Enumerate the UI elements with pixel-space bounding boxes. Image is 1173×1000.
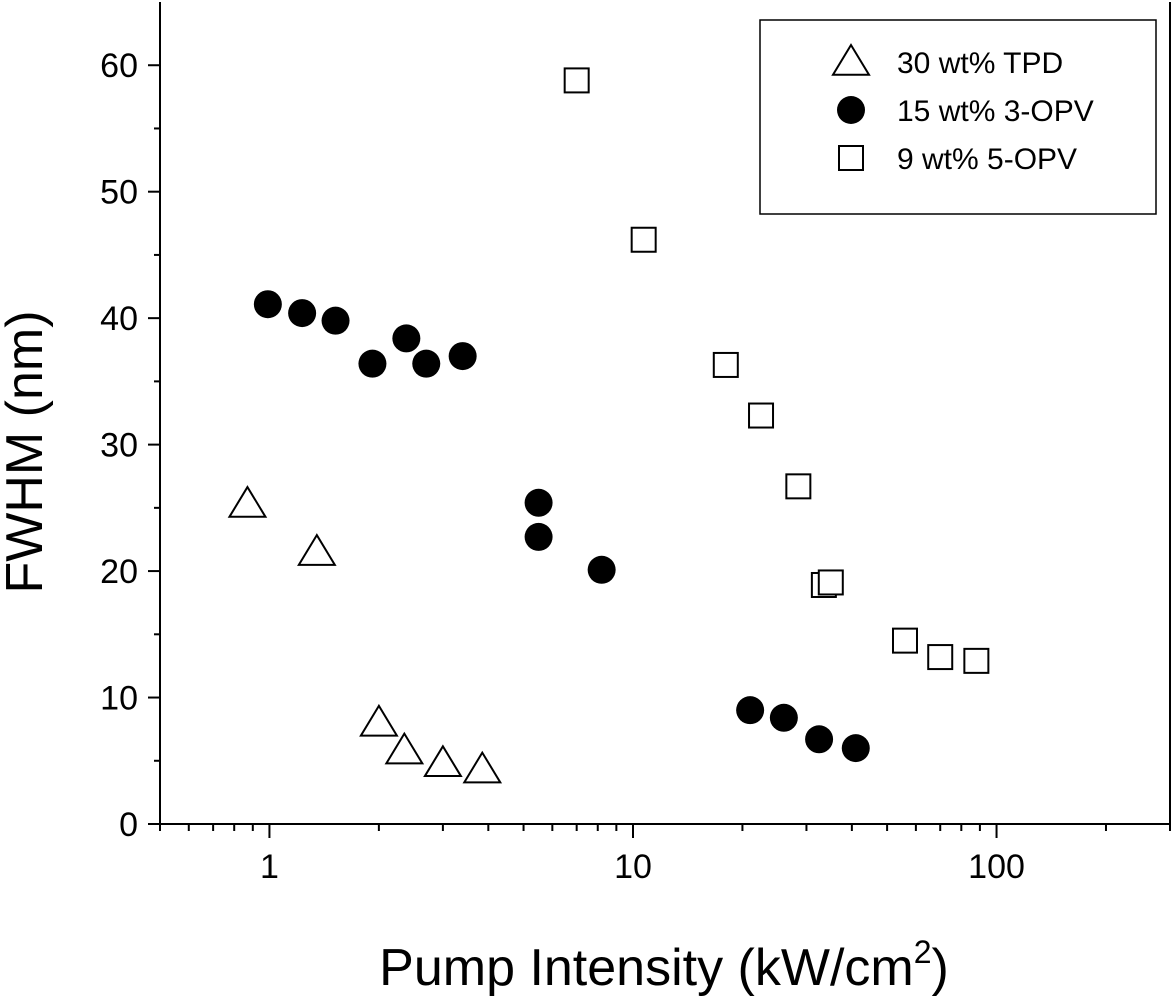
data-point [227, 485, 268, 518]
legend-entry-label: 15 wt% 3-OPV [897, 95, 1094, 128]
data-point [253, 290, 282, 319]
data-point [785, 473, 812, 500]
y-tick-label: 0 [119, 806, 138, 844]
x-tick-label: 10 [614, 848, 652, 886]
data-point [448, 342, 477, 371]
data-point [563, 67, 590, 94]
data-point [927, 644, 954, 671]
data-point [805, 725, 834, 754]
y-tick-label: 20 [100, 553, 138, 591]
x-axis-title-end: ) [932, 939, 949, 997]
y-tick-label: 40 [100, 300, 138, 338]
x-tick-label: 1 [260, 848, 279, 886]
data-point [384, 731, 425, 765]
series-3 [563, 67, 990, 674]
legend-entry-label: 9 wt% 5-OPV [897, 143, 1077, 176]
data-point [891, 627, 918, 654]
data-point [297, 533, 337, 566]
data-point [524, 522, 553, 551]
data-point [769, 703, 798, 732]
data-point [462, 750, 503, 784]
x-tick-label: 100 [968, 848, 1025, 886]
data-point [748, 402, 775, 429]
y-axis-title: FWHM (nm) [0, 310, 54, 593]
legend-entry-label: 30 wt% TPD [897, 47, 1063, 80]
data-point [963, 647, 990, 674]
data-point [736, 696, 765, 725]
y-axis-ticks: 0 10 20 30 40 50 60 [100, 47, 160, 844]
data-point [392, 324, 421, 353]
legend: 30 wt% TPD 15 wt% 3-OPV 9 wt% 5-OPV [759, 19, 1157, 215]
data-point [412, 349, 441, 378]
legend-marker [838, 145, 864, 171]
y-tick-label: 50 [100, 174, 138, 212]
y-tick-label: 30 [100, 427, 138, 465]
data-point [841, 734, 870, 763]
legend-box [759, 19, 1157, 215]
data-point [524, 488, 553, 517]
data-point [587, 555, 616, 584]
series-2 [253, 290, 870, 763]
data-point [359, 703, 399, 737]
y-tick-label: 10 [100, 680, 138, 718]
series-1 [227, 485, 503, 784]
data-point [630, 226, 657, 253]
data-point [321, 306, 350, 335]
x-axis-title-main: Pump Intensity (kW/cm [379, 939, 914, 997]
data-point [423, 744, 463, 778]
data-markers [227, 67, 990, 784]
y-tick-label: 60 [100, 47, 138, 85]
legend-marker [831, 43, 871, 76]
data-point [712, 351, 739, 378]
data-point [288, 299, 317, 328]
data-point [358, 349, 387, 378]
data-point [817, 569, 844, 596]
x-axis-title: Pump Intensity (kW/cm2) [379, 934, 949, 997]
legend-marker [837, 96, 865, 124]
x-axis-title-superscript: 2 [914, 934, 932, 970]
plot-frame [159, 2, 1171, 825]
x-axis-ticks: 1 10 100 [159, 824, 1171, 886]
